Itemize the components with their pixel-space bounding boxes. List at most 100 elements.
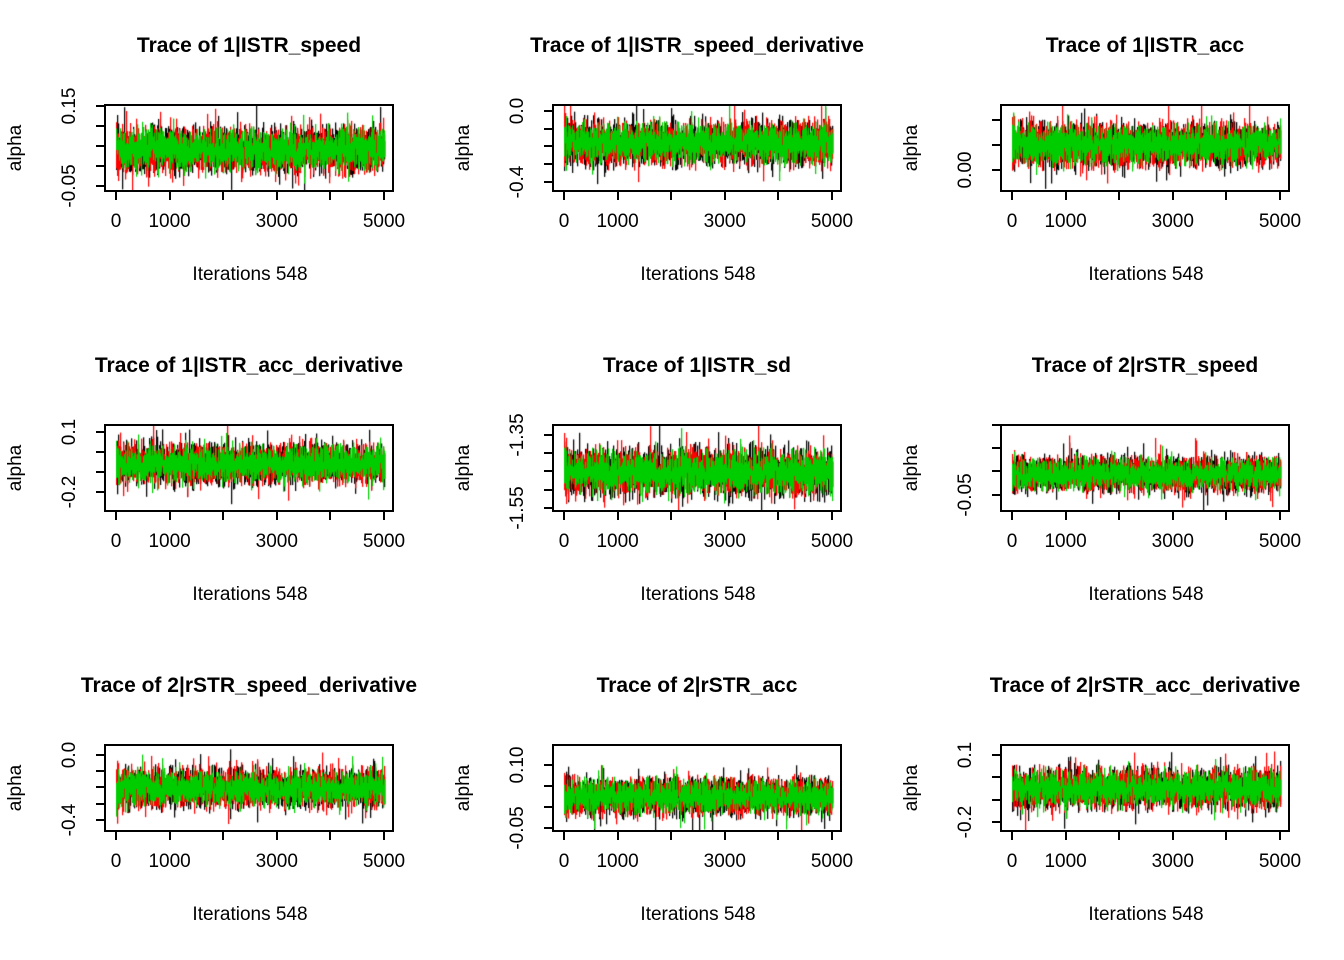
plot-title: Trace of 2|rSTR_speed [1031, 354, 1259, 377]
x-tick-mark [831, 512, 833, 520]
x-tick-label: 1000 [148, 531, 191, 552]
x-tick-mark [723, 192, 726, 200]
x-tick-mark [168, 832, 171, 840]
x-tick-mark [1279, 512, 1281, 520]
trace-panel-1-istr-sd: Trace of 1|ISTR_sd alpha 0 1000 3000 500… [448, 320, 896, 640]
x-tick-label: 3000 [703, 211, 746, 232]
y-tick-mark [992, 144, 1000, 146]
x-tick-label: 1000 [148, 211, 191, 232]
x-tick-label: 0 [1006, 851, 1018, 872]
y-tick-mark [992, 119, 1000, 121]
y-tick-mark [992, 753, 1000, 756]
y-tick-mark [544, 433, 552, 436]
x-tick-mark [1011, 512, 1013, 520]
y-tick-mark [992, 798, 1000, 801]
x-tick-label: 5000 [810, 851, 854, 872]
y-tick-mark [544, 763, 552, 766]
y-tick-mark [96, 786, 104, 789]
y-tick-mark [544, 470, 552, 473]
y-tick-mark [992, 470, 1000, 473]
y-tick-mark [96, 471, 104, 473]
x-tick-mark [275, 512, 278, 520]
x-tick-mark [616, 512, 619, 520]
x-tick-mark [275, 192, 278, 200]
trace-panel-1-istr-speed-derivative: Trace of 1|ISTR_speed_derivative alpha 0… [448, 0, 896, 320]
y-tick-mark [544, 452, 552, 455]
y-tick-mark [544, 784, 552, 787]
trace-canvas [554, 106, 840, 190]
y-tick-mark [96, 491, 104, 493]
x-tick-label: 5000 [362, 851, 406, 872]
x-tick-mark [168, 192, 171, 200]
x-tick-mark [1011, 832, 1013, 840]
x-tick-mark [563, 832, 565, 840]
trace-canvas [554, 426, 840, 510]
trace-canvas [1002, 426, 1288, 510]
x-tick-mark [1011, 192, 1013, 200]
x-tick-label: 1000 [596, 851, 639, 872]
x-tick-label: 0 [558, 531, 570, 552]
y-tick-label: -0.05 [507, 806, 528, 850]
y-tick-mark [96, 451, 104, 453]
x-tick-mark [222, 832, 225, 840]
plot-title: Trace of 1|ISTR_speed [136, 34, 362, 57]
x-axis-label: Iterations 548 [1088, 264, 1204, 285]
y-axis-label: alpha [901, 444, 922, 492]
x-axis-label: Iterations 548 [1088, 584, 1204, 605]
y-tick-mark [992, 423, 1000, 426]
x-tick-mark [1225, 512, 1228, 520]
x-tick-label: 0 [558, 211, 570, 232]
x-tick-mark [222, 192, 225, 200]
x-tick-label: 0 [1006, 211, 1018, 232]
y-tick-label: 0.00 [955, 151, 976, 189]
y-tick-label: 0.10 [507, 746, 528, 784]
x-tick-label: 1000 [1044, 211, 1087, 232]
plot-box [104, 424, 394, 512]
x-tick-label: 0 [110, 851, 122, 872]
y-tick-mark [544, 488, 552, 491]
x-tick-mark [115, 832, 117, 840]
trace-panel-2-rstr-acc: Trace of 2|rSTR_acc alpha 0 1000 3000 50… [448, 640, 896, 960]
plot-title: Trace of 1|ISTR_acc [1045, 34, 1245, 57]
x-tick-label: 1000 [148, 851, 191, 872]
trace-canvas [106, 426, 392, 510]
y-tick-mark [96, 754, 104, 757]
x-tick-label: 0 [1006, 531, 1018, 552]
plot-box [1000, 424, 1290, 512]
y-tick-mark [96, 802, 104, 805]
x-tick-mark [115, 192, 117, 200]
y-tick-label: 0.15 [59, 87, 80, 125]
y-tick-label: 0.1 [59, 418, 80, 446]
plot-title: Trace of 2|rSTR_acc_derivative [989, 674, 1301, 697]
trace-canvas [1002, 746, 1288, 830]
x-tick-mark [329, 832, 332, 840]
x-tick-label: 3000 [1151, 211, 1194, 232]
x-tick-label: 5000 [362, 211, 406, 232]
trace-canvas [106, 746, 392, 830]
x-tick-mark [329, 192, 332, 200]
x-tick-label: 5000 [1258, 211, 1302, 232]
x-tick-label: 3000 [1151, 851, 1194, 872]
trace-canvas [554, 746, 840, 830]
x-axis-label: Iterations 548 [640, 264, 756, 285]
y-tick-mark [96, 125, 104, 127]
x-tick-label: 1000 [1044, 851, 1087, 872]
x-tick-mark [168, 512, 171, 520]
x-tick-label: 1000 [596, 211, 639, 232]
x-tick-mark [777, 832, 780, 840]
x-axis-label: Iterations 548 [192, 904, 308, 925]
y-tick-mark [544, 506, 552, 509]
y-tick-label: -0.05 [955, 473, 976, 517]
trace-panel-2-rstr-speed: Trace of 2|rSTR_speed alpha 0 1000 3000 … [896, 320, 1344, 640]
y-tick-mark [96, 145, 104, 147]
x-tick-mark [831, 832, 833, 840]
plot-title: Trace of 2|rSTR_speed_derivative [80, 674, 418, 697]
x-tick-mark [777, 192, 780, 200]
y-tick-label: 0.0 [507, 97, 528, 125]
x-tick-label: 3000 [703, 851, 746, 872]
x-axis-label: Iterations 548 [640, 904, 756, 925]
x-tick-mark [275, 832, 278, 840]
x-tick-label: 0 [110, 211, 122, 232]
y-axis-label: alpha [901, 124, 922, 172]
